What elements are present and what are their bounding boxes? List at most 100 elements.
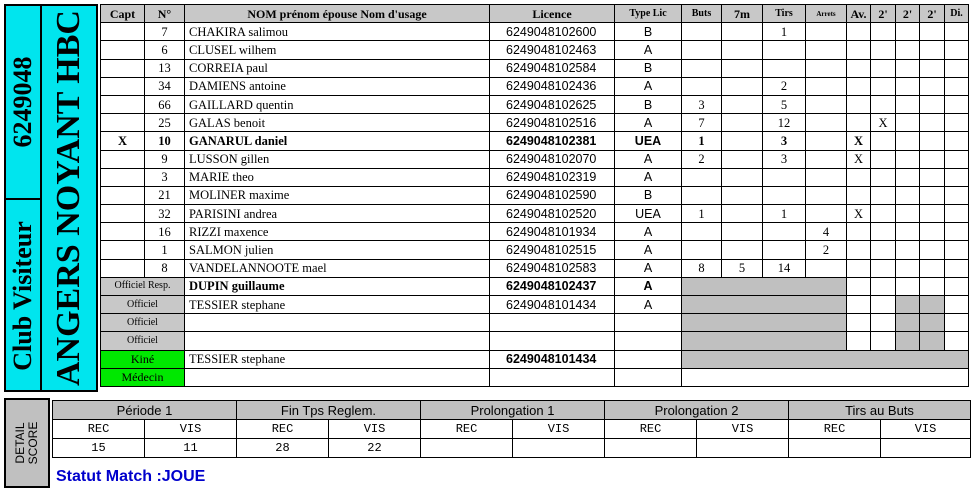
player-goals xyxy=(681,222,722,242)
player-saves xyxy=(805,94,847,115)
player-warning xyxy=(846,94,871,115)
official-blank-2min xyxy=(919,313,945,333)
player-2min-2 xyxy=(895,185,920,206)
header-type: Type Lic xyxy=(614,3,682,24)
player-shots: 2 xyxy=(762,76,806,96)
player-licence-type: A xyxy=(614,222,682,242)
player-row: 6 CLUSEL wilhem 6249048102463 A xyxy=(100,40,969,60)
player-row: 32 PARISINI andrea 6249048102520 UEA 1 1 X xyxy=(100,204,969,224)
score-period-header: Tirs au Buts xyxy=(788,400,971,420)
player-2min-1 xyxy=(870,22,896,42)
player-number: 16 xyxy=(144,222,185,242)
score-vis-label: VIS xyxy=(696,419,789,439)
player-saves xyxy=(805,40,847,60)
official-name xyxy=(184,331,490,351)
official-licence-type: A xyxy=(614,276,682,297)
player-disqualification xyxy=(944,113,969,133)
player-7m xyxy=(721,40,763,60)
official-name: DUPIN guillaume xyxy=(184,276,490,297)
player-disqualification xyxy=(944,167,969,187)
player-2min-1 xyxy=(870,149,896,169)
player-row: 16 RIZZI maxence 6249048101934 A 4 xyxy=(100,222,969,242)
player-warning: X xyxy=(846,131,871,151)
score-period-row: Période 1 Fin Tps Reglem. Prolongation 1 Pr… xyxy=(52,400,971,420)
player-captain xyxy=(100,94,145,115)
player-captain xyxy=(100,113,145,133)
roster-header-row: Capt N° NOM prénom épouse Nom d'usage Li… xyxy=(100,3,969,24)
score-vis-value xyxy=(696,438,789,458)
official-blank-stats xyxy=(681,276,847,297)
player-2min-3 xyxy=(919,76,945,96)
player-captain xyxy=(100,204,145,224)
player-goals xyxy=(681,167,722,187)
player-disqualification xyxy=(944,131,969,151)
player-name: GANARUL daniel xyxy=(184,131,490,151)
player-warning xyxy=(846,113,871,133)
detail-score-label-box: DETAIL SCORE xyxy=(4,398,50,488)
player-disqualification xyxy=(944,222,969,242)
player-licence-type: B xyxy=(614,94,682,115)
player-name: CORREIA paul xyxy=(184,58,490,78)
player-captain xyxy=(100,258,145,278)
official-licence-type: A xyxy=(614,294,682,315)
player-disqualification xyxy=(944,40,969,60)
player-number: 7 xyxy=(144,22,185,42)
player-2min-2 xyxy=(895,58,920,78)
player-disqualification xyxy=(944,240,969,260)
player-licence: 6249048102436 xyxy=(489,76,615,96)
player-goals: 1 xyxy=(681,131,722,151)
score-vis-value: 22 xyxy=(328,438,421,458)
player-7m xyxy=(721,58,763,78)
player-name: CLUSEL wilhem xyxy=(184,40,490,60)
official-blank-2min xyxy=(919,294,945,315)
official-blank-2min xyxy=(895,276,920,297)
player-shots xyxy=(762,40,806,60)
player-2min-2 xyxy=(895,40,920,60)
staff-name xyxy=(184,367,490,387)
staff-licence xyxy=(489,367,615,387)
official-disqualification-cell xyxy=(944,331,969,351)
player-number: 10 xyxy=(144,131,185,151)
player-licence: 6249048102381 xyxy=(489,131,615,151)
player-name: PARISINI andrea xyxy=(184,204,490,224)
score-rec-value xyxy=(420,438,513,458)
official-licence: 6249048101434 xyxy=(489,294,615,315)
player-row: 13 CORREIA paul 6249048102584 B xyxy=(100,58,969,78)
player-goals xyxy=(681,58,722,78)
staff-licence: 6249048101434 xyxy=(489,349,615,369)
player-licence-type: A xyxy=(614,258,682,278)
staff-role: Médecin xyxy=(100,367,185,387)
player-2min-1: X xyxy=(870,113,896,133)
score-side-row: REC VIS REC VIS REC VIS REC VIS REC VIS xyxy=(52,419,971,439)
player-licence-type: A xyxy=(614,40,682,60)
player-name: SALMON julien xyxy=(184,240,490,260)
player-2min-1 xyxy=(870,131,896,151)
player-goals: 8 xyxy=(681,258,722,278)
player-licence-type: A xyxy=(614,113,682,133)
player-number: 21 xyxy=(144,185,185,206)
player-warning xyxy=(846,185,871,206)
header-2min-1: 2' xyxy=(870,3,896,24)
player-2min-3 xyxy=(919,113,945,133)
player-saves xyxy=(805,131,847,151)
player-2min-1 xyxy=(870,258,896,278)
player-shots: 14 xyxy=(762,258,806,278)
player-captain: X xyxy=(100,131,145,151)
player-number: 34 xyxy=(144,76,185,96)
score-rec-value: 28 xyxy=(236,438,329,458)
player-goals: 3 xyxy=(681,94,722,115)
player-2min-2 xyxy=(895,240,920,260)
player-2min-2 xyxy=(895,258,920,278)
player-warning xyxy=(846,258,871,278)
player-warning xyxy=(846,240,871,260)
score-table: Période 1 Fin Tps Reglem. Prolongation 1 Pr… xyxy=(52,400,971,458)
official-warning-cell xyxy=(846,313,871,333)
score-box: DETAIL SCORE Période 1 Fin Tps Reglem. Pro… xyxy=(4,398,972,490)
staff-type-cell xyxy=(614,349,682,369)
player-saves xyxy=(805,76,847,96)
staff-blank-stats xyxy=(681,367,969,387)
club-side-label: Club Visiteur xyxy=(8,221,37,371)
player-7m xyxy=(721,204,763,224)
player-disqualification xyxy=(944,22,969,42)
score-vis-label: VIS xyxy=(512,419,605,439)
